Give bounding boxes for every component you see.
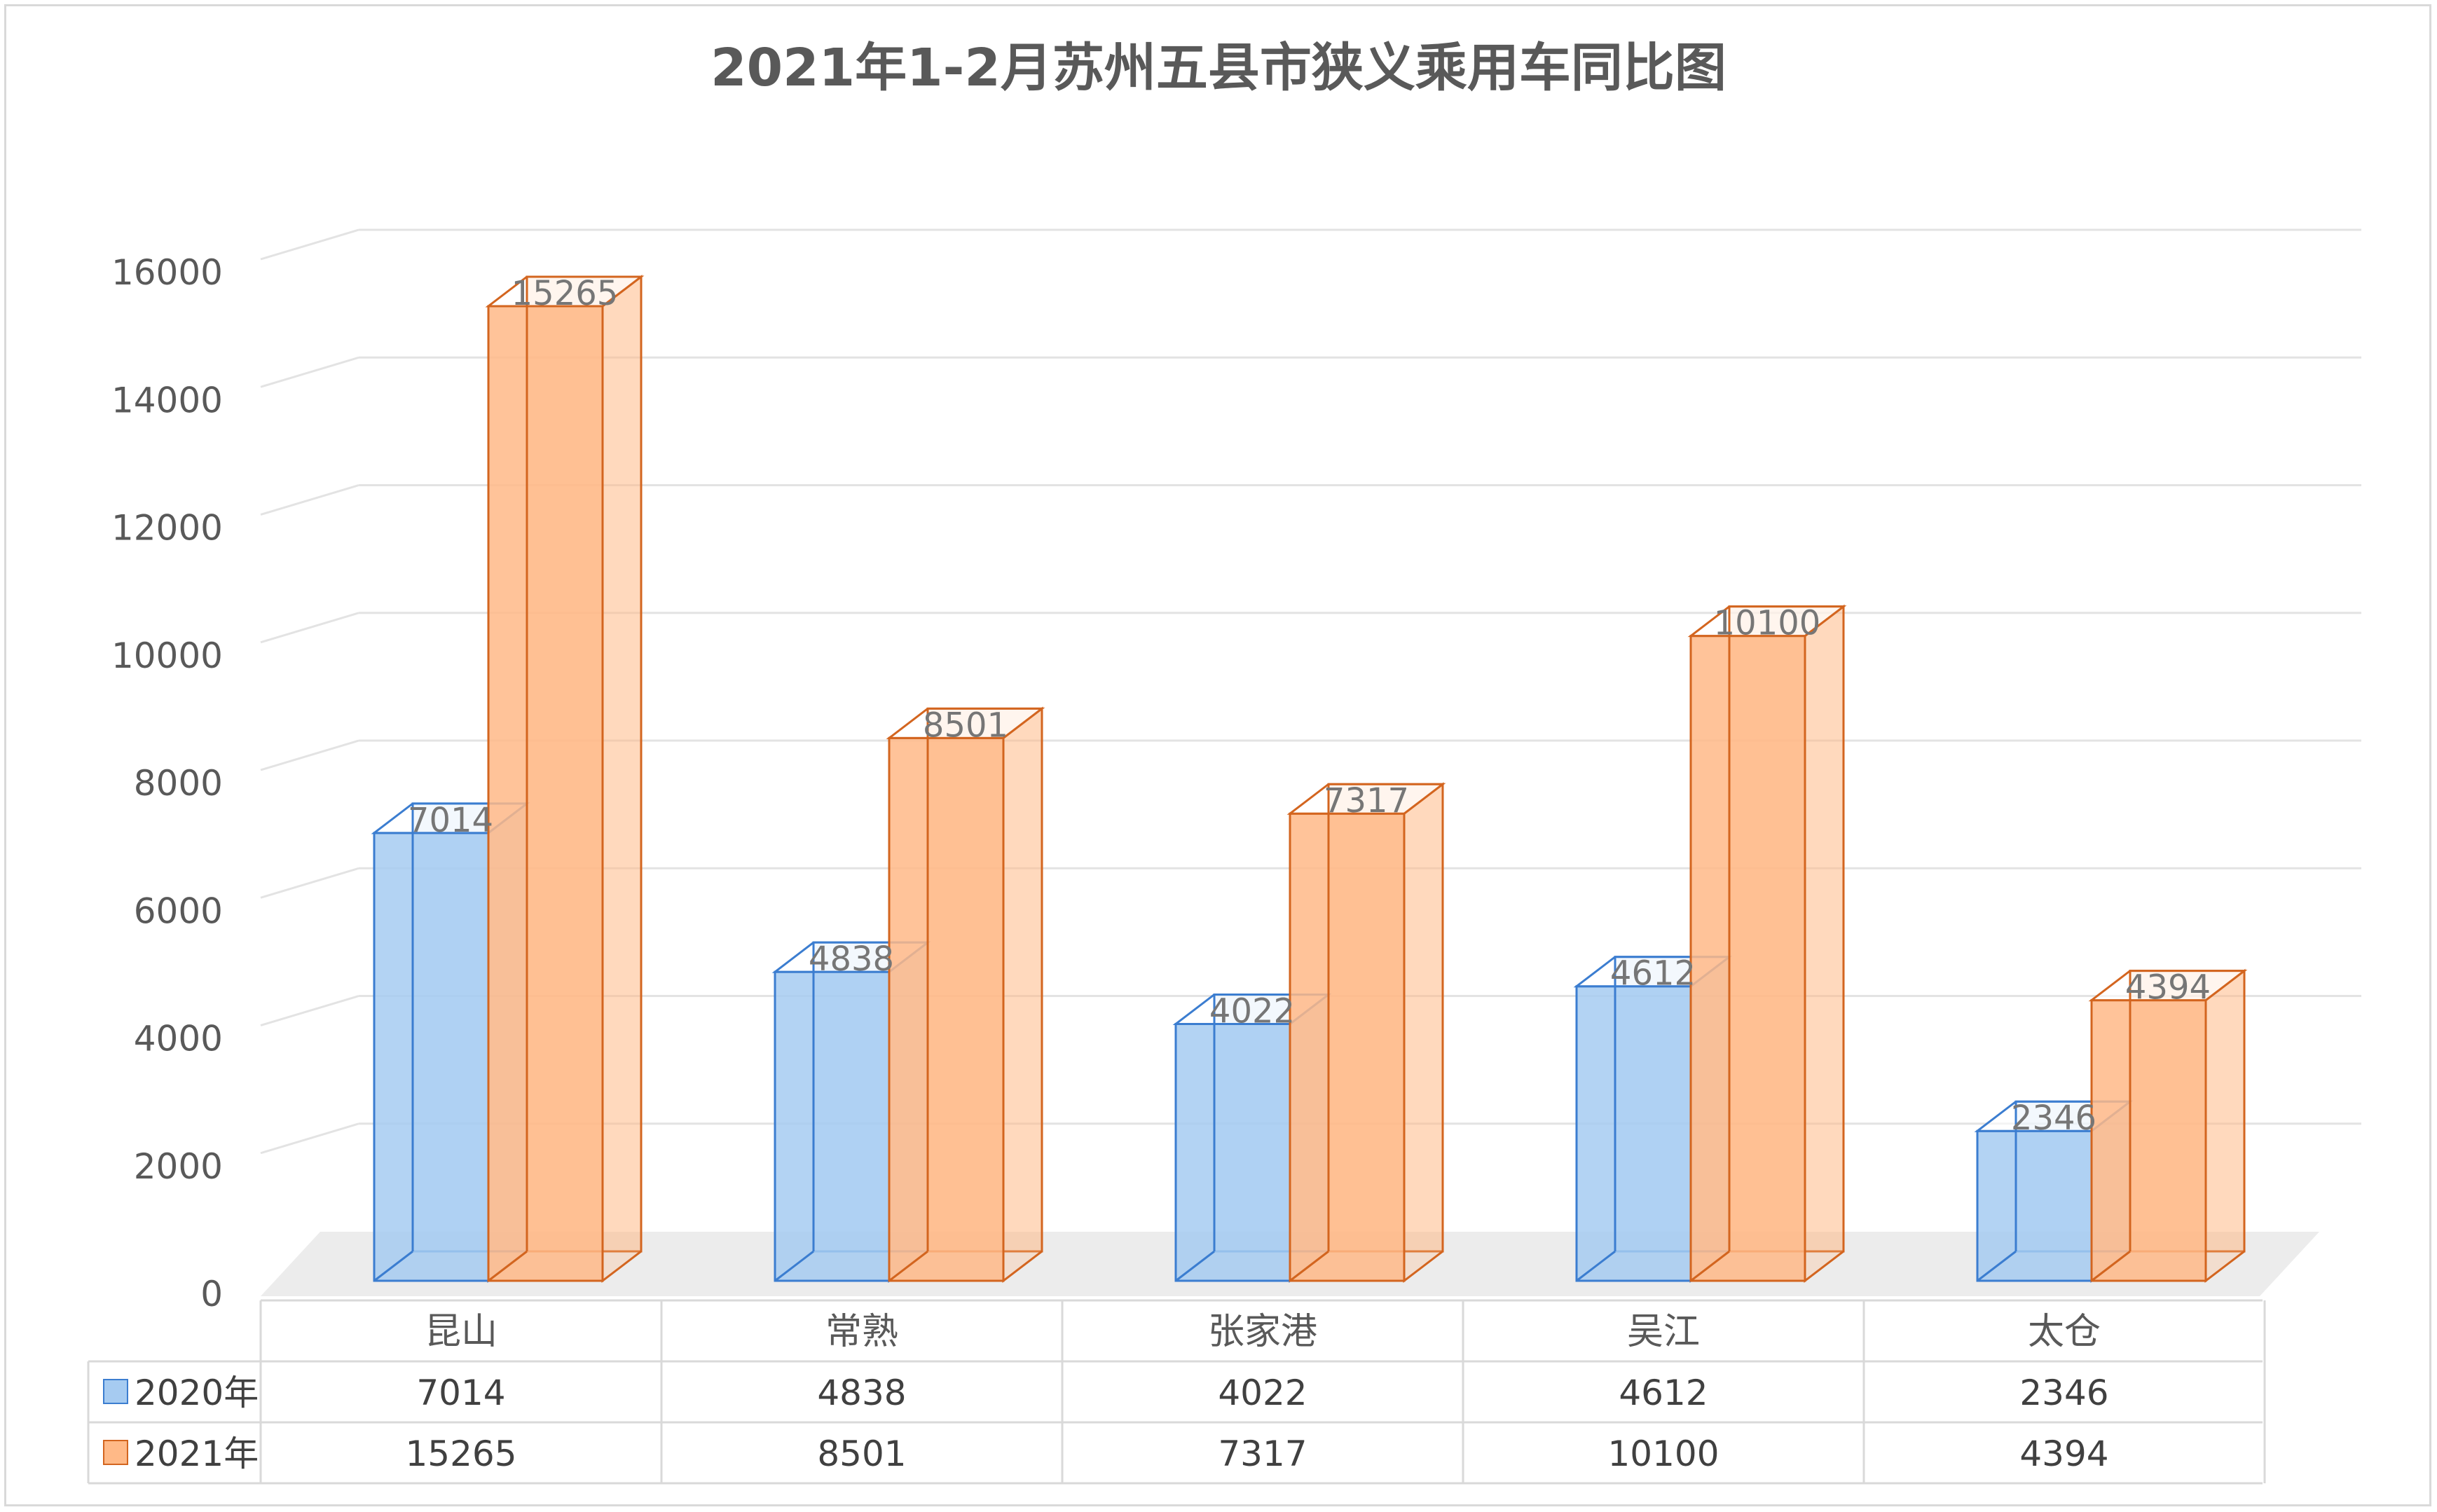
bar-0-1 xyxy=(485,274,645,1284)
bar-3-1 xyxy=(1687,604,1847,1284)
data-label: 4394 xyxy=(2125,968,2211,1008)
table-cell: 15265 xyxy=(405,1434,516,1474)
table-cell: 10100 xyxy=(1607,1434,1719,1474)
bar-1-1 xyxy=(886,706,1045,1284)
category-label: 太仓 xyxy=(2028,1311,2101,1353)
legend-label: 2020年 xyxy=(135,1373,259,1413)
category-label: 昆山 xyxy=(425,1311,497,1353)
data-label: 4838 xyxy=(809,940,894,979)
table-cell: 7317 xyxy=(1218,1434,1307,1474)
table-cell: 4838 xyxy=(817,1373,906,1413)
y-tick-label: 0 xyxy=(200,1274,223,1314)
table-cell: 7014 xyxy=(416,1373,505,1413)
category-label: 张家港 xyxy=(1208,1311,1317,1353)
bar-4-1 xyxy=(2088,968,2248,1284)
gridline-side xyxy=(260,228,359,261)
y-tick-label: 8000 xyxy=(134,763,223,804)
legend-key xyxy=(103,1440,128,1465)
legend-key xyxy=(103,1379,128,1404)
chart-frame xyxy=(4,4,2431,1506)
data-labels: 7014 15265 4838 8501 4022 7317 4612 10100 2346 43… xyxy=(408,274,2211,1138)
table-cell: 4022 xyxy=(1218,1373,1307,1413)
y-tick-label: 4000 xyxy=(134,1019,223,1059)
gridline-side xyxy=(260,356,359,388)
y-tick-label: 10000 xyxy=(111,635,223,676)
table-cell: 4612 xyxy=(1619,1373,1708,1413)
table-cell: 8501 xyxy=(817,1434,906,1474)
table-cell: 2346 xyxy=(2019,1373,2108,1413)
gridline-side xyxy=(260,995,359,1026)
chart-title: 2021年1-2月苏州五县市狭义乘用车同比图 xyxy=(710,38,1727,98)
table-cell: 4394 xyxy=(2019,1434,2108,1474)
gridline-side xyxy=(260,484,359,516)
y-tick-label: 2000 xyxy=(134,1146,223,1187)
data-label: 10100 xyxy=(1714,604,1821,643)
y-tick-label: 14000 xyxy=(111,380,223,420)
bar-2-1 xyxy=(1286,782,1446,1284)
category-label: 吴江 xyxy=(1627,1311,1700,1353)
y-tick-label: 12000 xyxy=(111,508,223,549)
data-table: 昆山 常熟 张家港 吴江 太仓 2020年 7014 4838 4022 4612 2346 2021… xyxy=(87,1299,2266,1485)
data-label: 2346 xyxy=(2011,1099,2096,1138)
y-tick-label: 6000 xyxy=(134,891,223,931)
data-label: 15265 xyxy=(512,274,619,313)
bars xyxy=(371,274,2248,1284)
legend-label: 2021年 xyxy=(135,1434,259,1474)
category-label: 常熟 xyxy=(825,1311,898,1353)
gridline-side xyxy=(260,739,359,771)
data-label: 8501 xyxy=(923,706,1008,745)
data-label: 7014 xyxy=(408,801,493,840)
gridline-side xyxy=(260,1122,359,1155)
y-tick-label: 16000 xyxy=(111,252,223,293)
data-label: 7317 xyxy=(1324,781,1409,820)
data-label: 4612 xyxy=(1610,954,1696,994)
gridline-side xyxy=(260,867,359,899)
gridline-side xyxy=(260,612,359,644)
data-label: 4022 xyxy=(1209,991,1295,1031)
y-axis-ticks: 0 2000 4000 6000 8000 10000 12000 14000 16000 xyxy=(111,252,223,1314)
